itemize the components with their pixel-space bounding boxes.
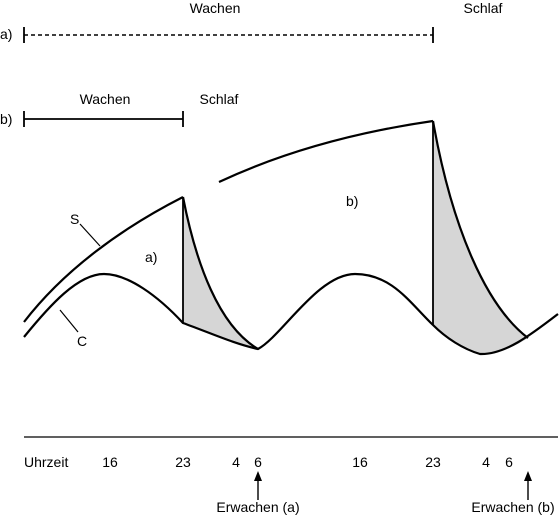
s-label: S (70, 211, 79, 227)
wake-arrow-a-head (254, 471, 262, 481)
row-b-wake-label: Wachen (80, 91, 131, 107)
region-a-label: a) (145, 249, 157, 265)
shaded-region-a (183, 197, 258, 349)
row-b-sleep-label: Schlaf (200, 91, 239, 107)
c-label: C (77, 333, 87, 349)
wake-label-a: Erwachen (a) (216, 499, 299, 515)
curve-s-rise-a (23, 196, 184, 323)
wake-arrow-b-head (524, 471, 532, 481)
curve-s-rise-b (218, 119, 434, 183)
row-a-marker: a) (0, 26, 12, 42)
shaded-region-b (433, 121, 528, 355)
tick-6-day3: 6 (505, 454, 513, 470)
axis-title: Uhrzeit (24, 454, 68, 470)
wake-label-b: Erwachen (b) (471, 499, 554, 515)
curve-s-decay-a (181, 196, 259, 350)
curve-c (23, 272, 559, 356)
curve-s-decay-b (431, 120, 529, 339)
c-leader-line (59, 309, 79, 333)
tick-16-day2: 16 (352, 454, 368, 470)
row-b: b) Wachen Schlaf (0, 91, 239, 127)
region-b-label: b) (346, 193, 358, 209)
wake-marker-a: Erwachen (a) (216, 471, 300, 515)
tick-23-day1: 23 (175, 454, 191, 470)
tick-4-day3: 4 (482, 454, 490, 470)
row-a-sleep-label: Schlaf (464, 0, 503, 16)
tick-4-day2: 4 (232, 454, 240, 470)
row-a-wake-label: Wachen (190, 0, 241, 16)
tick-16-day1: 16 (102, 454, 118, 470)
s-leader-line (79, 223, 101, 247)
tick-6-day2: 6 (254, 454, 262, 470)
row-b-marker: b) (0, 111, 12, 127)
wake-marker-b: Erwachen (b) (471, 471, 555, 515)
row-a: a) Wachen Schlaf (0, 0, 503, 43)
tick-23-day2: 23 (425, 454, 441, 470)
